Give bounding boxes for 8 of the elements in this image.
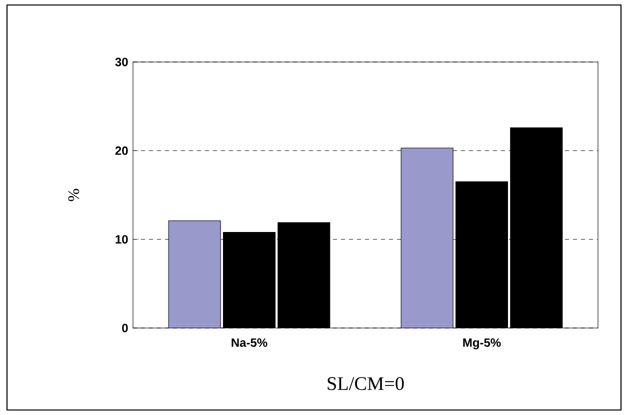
x-tick-label: Mg-5% (463, 338, 501, 350)
y-tick-label: 20 (115, 146, 128, 155)
y-tick-label: 30 (115, 58, 128, 66)
y-tick-label: 0 (122, 324, 128, 332)
x-tick-label: Na-5% (232, 338, 268, 347)
y-tick-label: 10 (116, 235, 128, 244)
x-axis-title: SL/CM=0 (328, 377, 404, 390)
y-axis-title: % (68, 188, 80, 202)
